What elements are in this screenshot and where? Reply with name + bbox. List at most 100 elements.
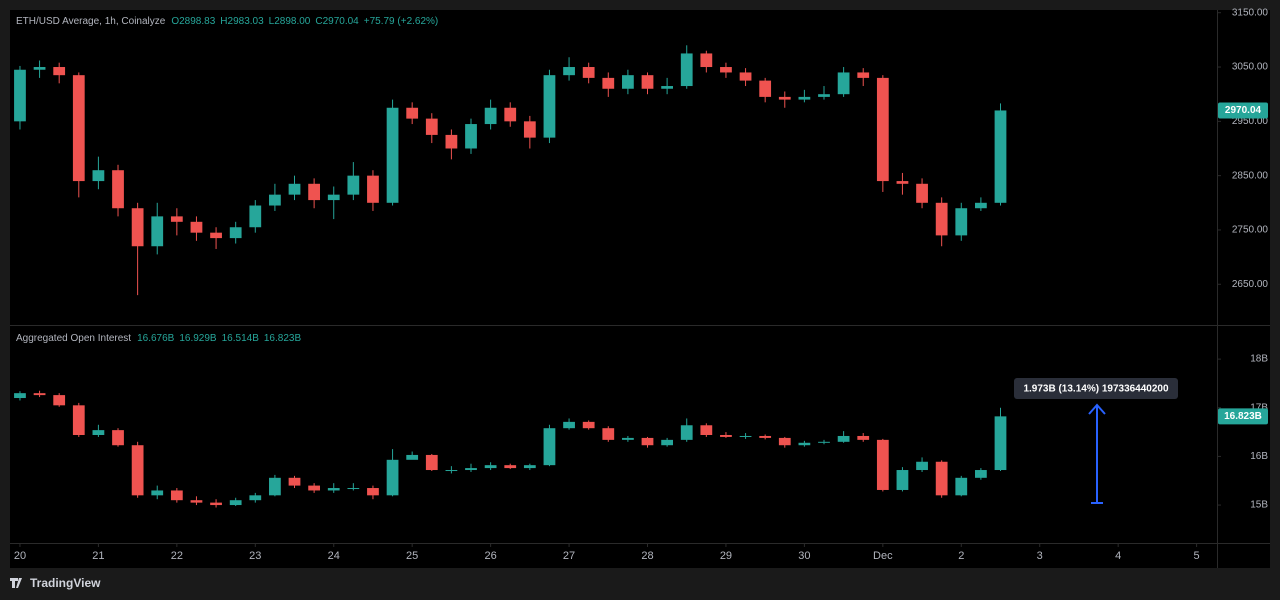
- annotation-text: 1.973B (13.14%) 197336440200: [1023, 384, 1169, 395]
- candle-body: [170, 490, 183, 501]
- candle-body: [308, 183, 321, 201]
- candle-body: [523, 121, 536, 138]
- candle-body: [367, 488, 379, 496]
- header-value: O2898.83: [171, 16, 215, 27]
- pane-header: ETH/USD Average, 1h, Coinalyze O2898.83 H2…: [16, 16, 438, 27]
- x-tick-label: 30: [798, 550, 810, 562]
- candle-body: [425, 118, 438, 135]
- candle-body: [151, 490, 164, 496]
- candle-body: [720, 67, 732, 73]
- measure-arrow: [1088, 403, 1106, 504]
- candle-body: [994, 110, 1007, 203]
- candle-body: [916, 461, 928, 471]
- candle-body: [975, 470, 987, 478]
- candle-body: [955, 477, 968, 496]
- candle-body: [406, 454, 419, 460]
- candle-body: [563, 421, 575, 429]
- annotation-box: [1014, 378, 1178, 399]
- candle-body: [53, 67, 66, 76]
- candle-body: [504, 465, 517, 469]
- candle-body: [896, 181, 909, 184]
- candle-body: [818, 94, 830, 97]
- x-tick-label: 3: [1037, 550, 1043, 562]
- candle-body: [563, 67, 575, 76]
- candle-body: [327, 194, 340, 201]
- y-tick-label: 2650.00: [1232, 279, 1269, 290]
- candle-body: [33, 393, 46, 396]
- candle-body: [288, 183, 301, 195]
- candle-body: [700, 53, 713, 68]
- candle-body: [720, 435, 732, 437]
- candle-body: [582, 421, 595, 429]
- candle-body: [112, 430, 124, 446]
- candle-body: [641, 75, 654, 89]
- candle-body: [190, 221, 203, 233]
- header-value: +75.79 (+2.62%): [364, 16, 439, 27]
- candle-body: [112, 170, 124, 209]
- candle-body: [269, 194, 281, 206]
- header-value: H2983.03: [220, 16, 264, 27]
- x-tick-label: 2: [958, 550, 964, 562]
- candle-body: [837, 72, 850, 95]
- candle-body: [641, 437, 654, 446]
- candle-body: [386, 107, 399, 203]
- candle-body: [680, 53, 693, 87]
- logo-icon: [10, 578, 22, 588]
- candle-body: [14, 393, 26, 399]
- candle-body: [543, 428, 556, 466]
- candle-body: [876, 439, 889, 490]
- candle-body: [210, 502, 222, 506]
- x-tick-label: 27: [563, 550, 575, 562]
- x-tick-label: 22: [171, 550, 183, 562]
- candle-body: [935, 461, 948, 496]
- candle-body: [288, 477, 301, 486]
- candle-body: [190, 500, 203, 503]
- candle-body: [347, 175, 360, 195]
- candle-body: [131, 208, 144, 247]
- x-tick-label: 28: [641, 550, 653, 562]
- candle-body: [465, 468, 477, 471]
- candle-body: [602, 77, 615, 89]
- candle-body: [916, 183, 928, 203]
- x-tick-label: 5: [1194, 550, 1200, 562]
- candle-body: [504, 107, 517, 122]
- last-value-label: 2970.04: [1225, 105, 1262, 116]
- x-tick-label: 29: [720, 550, 732, 562]
- candle-body: [994, 416, 1007, 471]
- candle-body: [661, 86, 673, 89]
- header-value: 16.929B: [179, 333, 217, 344]
- candle-body: [739, 72, 752, 81]
- candle-body: [759, 80, 772, 97]
- candle-body: [602, 428, 615, 440]
- candle-body: [739, 435, 752, 437]
- header-value: 16.676B: [137, 333, 175, 344]
- candle-body: [622, 437, 634, 440]
- candle-body: [249, 205, 262, 228]
- candle-body: [72, 405, 85, 435]
- candle-body: [484, 465, 497, 469]
- candle-body: [386, 459, 399, 496]
- header-value: 16.823B: [264, 333, 302, 344]
- x-tick-label: 4: [1115, 550, 1121, 562]
- candle-body: [759, 435, 772, 438]
- candle-body: [367, 175, 379, 203]
- candle-body: [818, 441, 830, 443]
- candle-body: [582, 67, 595, 78]
- candle-body: [14, 69, 26, 122]
- x-tick-label: 24: [328, 550, 340, 562]
- candle-body: [543, 75, 556, 138]
- header-value: L2898.00: [269, 16, 311, 27]
- y-tick-label: 2850.00: [1232, 170, 1269, 181]
- candle-body: [445, 470, 458, 472]
- y-tick-label: 3050.00: [1232, 62, 1269, 73]
- candle-body: [92, 170, 105, 182]
- logo-text: TradingView: [30, 576, 101, 590]
- candle-body: [778, 437, 791, 446]
- candle-body: [661, 439, 673, 446]
- candle-body: [935, 202, 948, 236]
- candle-body: [465, 124, 477, 149]
- candle-body: [798, 442, 811, 446]
- candle-body: [837, 435, 850, 442]
- header-value: C2970.04: [315, 16, 359, 27]
